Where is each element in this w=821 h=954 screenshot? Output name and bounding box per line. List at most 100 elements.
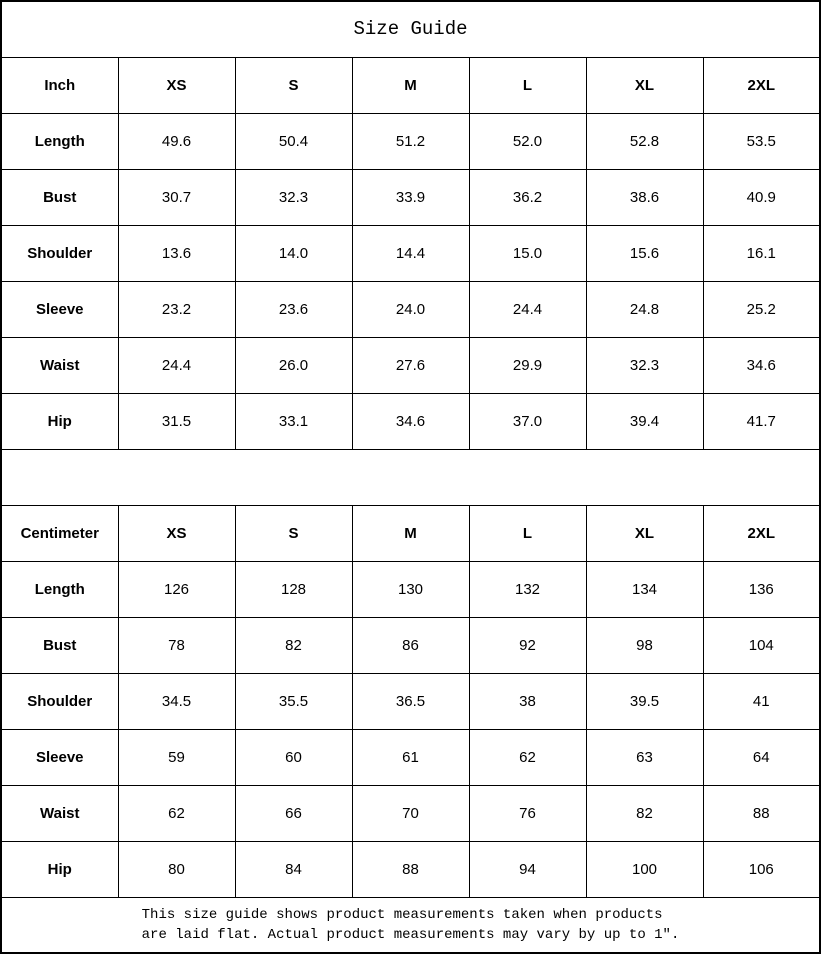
measurement-value-cell: 38 [468,672,587,730]
measurement-value-cell: 76 [468,784,587,842]
measurement-value-cell: 66 [234,784,353,842]
size-header-cell: 2XL [702,56,821,114]
measurement-label-cell: Length [0,112,119,170]
measurement-value-cell: 26.0 [234,336,353,394]
measurement-row: Bust 78 82 86 92 98 104 [0,616,821,674]
measurement-value-cell: 106 [702,840,821,898]
measurement-value-cell: 13.6 [117,224,236,282]
unit-header-cell: Inch [0,56,119,114]
measurement-value-cell: 36.2 [468,168,587,226]
page-title: Size Guide [0,0,821,58]
measurement-label-cell: Bust [0,168,119,226]
measurement-row: Length 49.6 50.4 51.2 52.0 52.8 53.5 [0,112,821,170]
measurement-row: Sleeve 23.2 23.6 24.0 24.4 24.8 25.2 [0,280,821,338]
measurement-value-cell: 23.2 [117,280,236,338]
measurement-value-cell: 86 [351,616,470,674]
measurement-row: Waist 24.4 26.0 27.6 29.9 32.3 34.6 [0,336,821,394]
measurement-value-cell: 24.0 [351,280,470,338]
size-header-cell: M [351,56,470,114]
measurement-row: Shoulder 13.6 14.0 14.4 15.0 15.6 16.1 [0,224,821,282]
footer-cell: This size guide shows product measuremen… [0,896,821,954]
measurement-value-cell: 30.7 [117,168,236,226]
size-header-cell: XS [117,56,236,114]
measurement-row: Bust 30.7 32.3 33.9 36.2 38.6 40.9 [0,168,821,226]
measurement-row: Hip 80 84 88 94 100 106 [0,840,821,898]
measurement-value-cell: 14.0 [234,224,353,282]
measurement-value-cell: 98 [585,616,704,674]
measurement-label-cell: Waist [0,336,119,394]
measurement-row: Hip 31.5 33.1 34.6 37.0 39.4 41.7 [0,392,821,450]
size-header-cell: 2XL [702,504,821,562]
measurement-value-cell: 94 [468,840,587,898]
measurement-value-cell: 25.2 [702,280,821,338]
header-row-inch: Inch XS S M L XL 2XL [0,56,821,114]
size-header-cell: XL [585,504,704,562]
measurement-label-cell: Sleeve [0,728,119,786]
size-header-cell: XL [585,56,704,114]
measurement-value-cell: 15.0 [468,224,587,282]
measurement-value-cell: 88 [702,784,821,842]
measurement-label-cell: Hip [0,840,119,898]
measurement-label-cell: Shoulder [0,224,119,282]
measurement-value-cell: 34.5 [117,672,236,730]
measurement-value-cell: 27.6 [351,336,470,394]
measurement-value-cell: 128 [234,560,353,618]
measurement-value-cell: 29.9 [468,336,587,394]
size-header-cell: S [234,504,353,562]
footer-note-line1: This size guide shows product measuremen… [141,906,663,923]
measurement-value-cell: 31.5 [117,392,236,450]
measurement-value-cell: 38.6 [585,168,704,226]
measurement-value-cell: 23.6 [234,280,353,338]
measurement-label-cell: Shoulder [0,672,119,730]
measurement-value-cell: 61 [351,728,470,786]
measurement-value-cell: 88 [351,840,470,898]
measurement-value-cell: 84 [234,840,353,898]
measurement-value-cell: 39.4 [585,392,704,450]
measurement-value-cell: 70 [351,784,470,842]
measurement-row: Length 126 128 130 132 134 136 [0,560,821,618]
size-header-cell: S [234,56,353,114]
size-header-cell: XS [117,504,236,562]
measurement-value-cell: 51.2 [351,112,470,170]
spacer-cell [1,448,820,506]
measurement-label-cell: Length [0,560,119,618]
measurement-row: Shoulder 34.5 35.5 36.5 38 39.5 41 [0,672,821,730]
measurement-row: Waist 62 66 70 76 82 88 [0,784,821,842]
measurement-value-cell: 52.8 [585,112,704,170]
measurement-value-cell: 39.5 [585,672,704,730]
measurement-value-cell: 134 [585,560,704,618]
measurement-value-cell: 63 [585,728,704,786]
measurement-value-cell: 24.8 [585,280,704,338]
measurement-value-cell: 49.6 [117,112,236,170]
measurement-value-cell: 32.3 [234,168,353,226]
unit-header-cell: Centimeter [0,504,119,562]
measurement-value-cell: 82 [585,784,704,842]
title-row: Size Guide [0,0,821,58]
measurement-row: Sleeve 59 60 61 62 63 64 [0,728,821,786]
measurement-value-cell: 41.7 [702,392,821,450]
measurement-value-cell: 59 [117,728,236,786]
measurement-value-cell: 34.6 [351,392,470,450]
measurement-value-cell: 36.5 [351,672,470,730]
measurement-value-cell: 104 [702,616,821,674]
spacer-row [1,448,820,506]
measurement-value-cell: 52.0 [468,112,587,170]
measurement-value-cell: 33.9 [351,168,470,226]
size-header-cell: L [468,504,587,562]
measurement-value-cell: 35.5 [234,672,353,730]
measurement-value-cell: 132 [468,560,587,618]
measurement-value-cell: 37.0 [468,392,587,450]
footer-note-line2: are laid flat. Actual product measuremen… [141,926,680,943]
measurement-value-cell: 92 [468,616,587,674]
measurement-value-cell: 126 [117,560,236,618]
measurement-value-cell: 78 [117,616,236,674]
measurement-value-cell: 130 [351,560,470,618]
measurement-value-cell: 50.4 [234,112,353,170]
measurement-value-cell: 62 [468,728,587,786]
measurement-value-cell: 16.1 [702,224,821,282]
measurement-value-cell: 24.4 [117,336,236,394]
measurement-value-cell: 32.3 [585,336,704,394]
measurement-value-cell: 100 [585,840,704,898]
measurement-value-cell: 41 [702,672,821,730]
header-row-centimeter: Centimeter XS S M L XL 2XL [0,504,821,562]
